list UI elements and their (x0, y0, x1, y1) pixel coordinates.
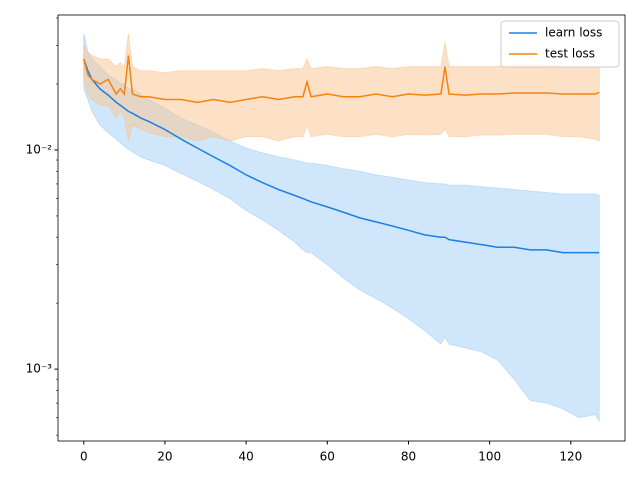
x-tick-label: 60 (320, 450, 335, 464)
y-tick-label: 10⁻³ (26, 362, 53, 376)
x-tick-label: 40 (238, 450, 253, 464)
x-tick-label: 120 (559, 450, 582, 464)
legend-label: test loss (545, 47, 595, 61)
plot-frame (57, 14, 626, 442)
legend-label: learn loss (545, 26, 602, 40)
x-tick-label: 0 (80, 450, 88, 464)
band (83, 33, 600, 142)
x-tick-label: 100 (478, 450, 501, 464)
line (83, 55, 600, 104)
x-tick-label: 20 (157, 450, 172, 464)
x-tick-label: 80 (401, 450, 416, 464)
line (83, 58, 600, 254)
y-tick-label: 10⁻² (26, 142, 53, 156)
